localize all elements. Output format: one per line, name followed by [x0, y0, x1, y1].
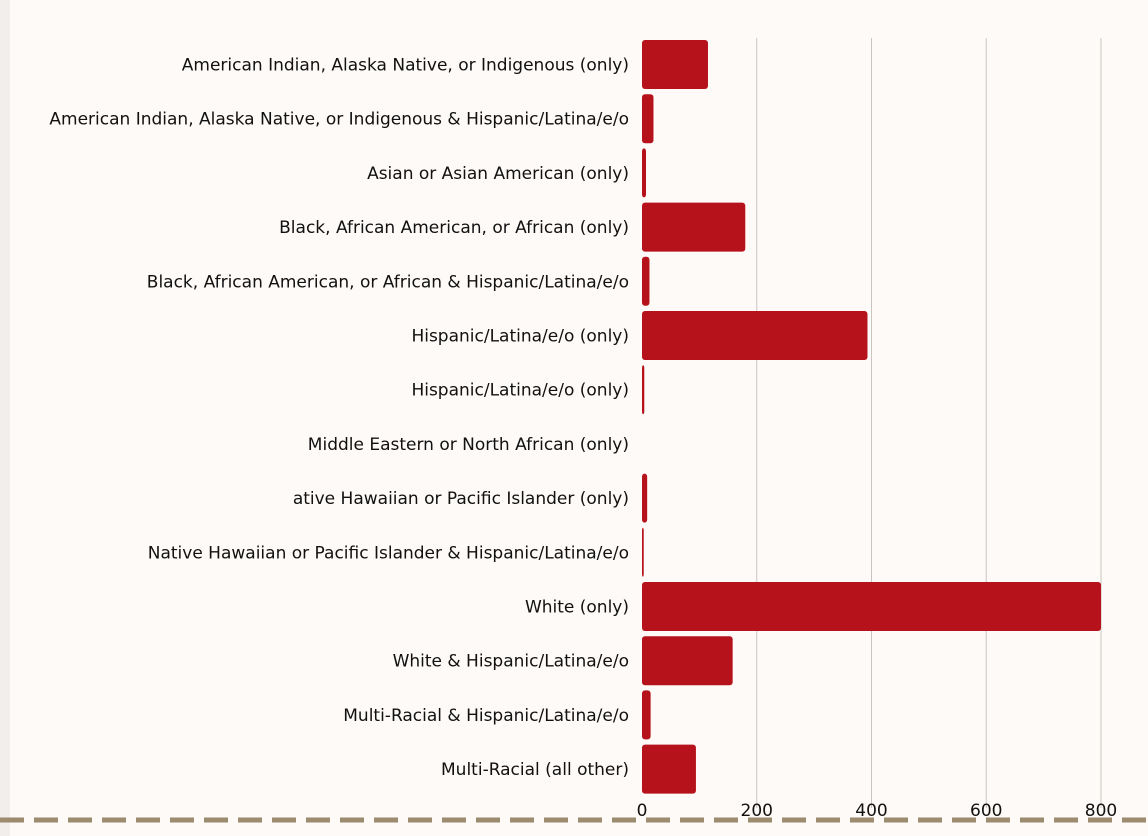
category-label-6: Hispanic/Latina/e/o (only)	[411, 381, 629, 401]
bar-10	[642, 582, 1101, 631]
category-label-7: Middle Eastern or North African (only)	[308, 435, 629, 455]
category-label-8: ative Hawaiian or Pacific Islander (only…	[293, 489, 629, 509]
category-label-3: Black, African American, or African (onl…	[279, 218, 629, 238]
category-label-0: American Indian, Alaska Native, or Indig…	[182, 56, 629, 76]
bar-13	[642, 744, 696, 794]
bar-1	[642, 94, 654, 144]
category-label-layer: American Indian, Alaska Native, or Indig…	[49, 56, 629, 781]
x-tick-label-800: 800	[1085, 801, 1117, 821]
x-tick-label-0: 0	[637, 801, 648, 821]
bar-2	[642, 148, 647, 198]
x-axis: 0 200 400 600 800	[0, 801, 1148, 823]
bar-6	[642, 365, 645, 415]
category-label-10: White (only)	[525, 598, 629, 618]
bar-layer	[642, 40, 1101, 794]
x-tick-label-600: 600	[970, 801, 1002, 821]
bar-11	[642, 636, 733, 686]
bar-8	[642, 473, 648, 523]
grid-layer	[756, 38, 1102, 808]
bar-12	[642, 690, 651, 740]
category-label-2: Asian or Asian American (only)	[367, 164, 629, 184]
category-label-13: Multi-Racial (all other)	[441, 760, 629, 780]
bar-5	[642, 311, 868, 360]
bar-0	[642, 40, 708, 89]
left-edge-strip	[0, 0, 10, 836]
category-label-5: Hispanic/Latina/e/o (only)	[411, 327, 629, 347]
bar-3	[642, 202, 746, 252]
category-label-9: Native Hawaiian or Pacific Islander & Hi…	[148, 543, 629, 563]
bar-9	[642, 527, 644, 577]
category-label-1: American Indian, Alaska Native, or Indig…	[49, 110, 629, 130]
category-label-4: Black, African American, or African & Hi…	[147, 272, 629, 292]
x-tick-label-200: 200	[741, 801, 773, 821]
bar-4	[642, 256, 650, 306]
category-label-12: Multi-Racial & Hispanic/Latina/e/o	[343, 706, 629, 726]
category-label-11: White & Hispanic/Latina/e/o	[393, 652, 629, 672]
x-tick-label-400: 400	[855, 801, 887, 821]
